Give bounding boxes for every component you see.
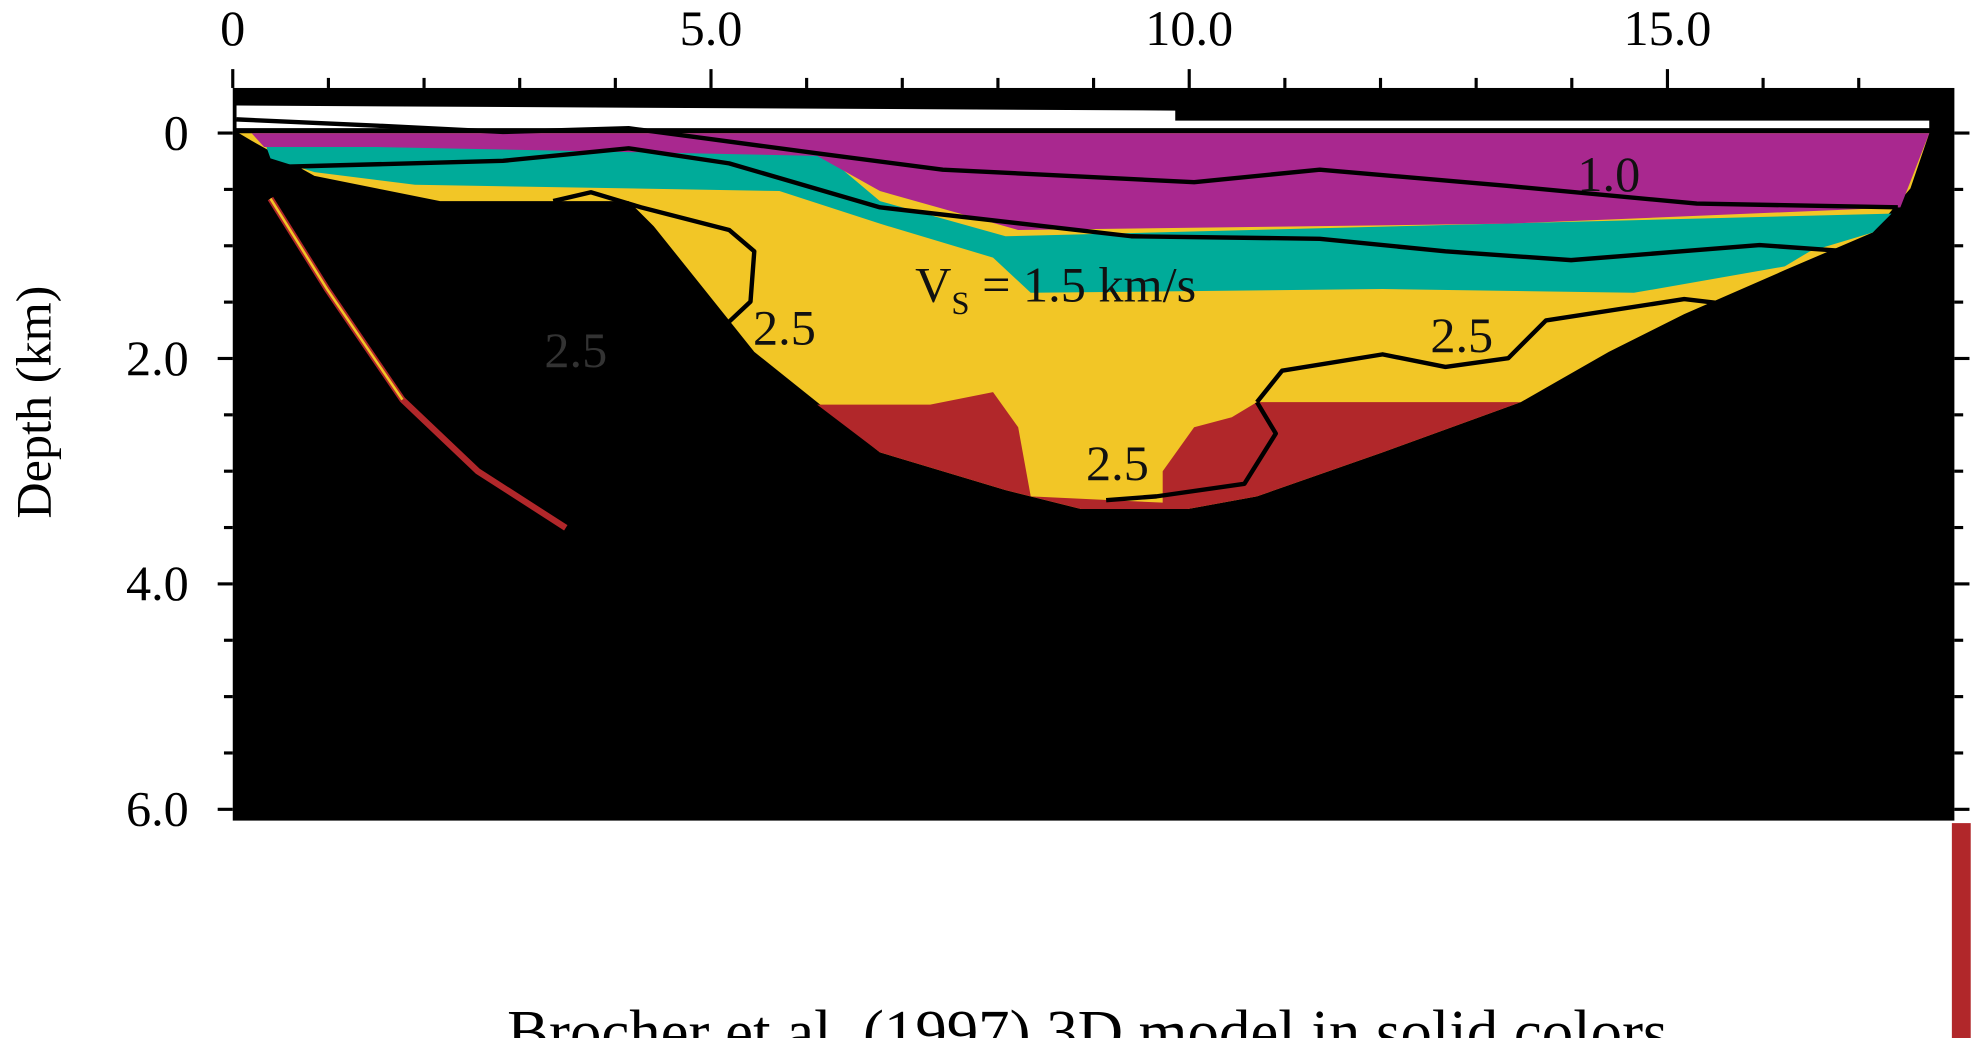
contour-2-5 [1105,400,1278,503]
contour-label: 2.5 [753,299,816,355]
contour-2-5 [1255,296,1760,404]
chart-title: Brocher et al. (1997) 3D model in solid … [507,997,1667,1038]
fault-stripe-edge [269,197,404,401]
x-tick-label: 15.0 [1623,0,1711,56]
vs-rest: = 1.5 km/s [970,257,1197,313]
x-tick-label: 10.0 [1145,0,1233,56]
contour-2-5 [552,190,757,324]
contour-1-5 [270,146,1848,263]
y-tick-label: 0 [164,104,189,160]
y-tick-label: 4.0 [126,555,189,611]
y-tick-label: 6.0 [126,781,189,837]
contour-label: 2.5 [1430,307,1493,363]
x-tick-label: 5.0 [680,0,743,56]
contour-1-0 [236,117,1898,210]
vs-v: V [915,257,951,313]
contour-label: 1.0 [1577,146,1640,202]
contour-label: 2.5 [1086,435,1149,491]
contour-label: 2.5 [544,322,607,378]
vs-sub: S [951,286,969,322]
layer-red [817,392,1521,509]
y-axis-label: Depth (km) [6,286,62,519]
y-tick-label: 2.0 [126,330,189,386]
x-tick-label: 0 [220,0,245,56]
colorbar-fragment [1951,823,1971,1038]
layer-purple [251,133,1930,230]
surface-strip [236,105,1930,129]
vs-label: VS = 1.5 km/s [915,257,1196,323]
